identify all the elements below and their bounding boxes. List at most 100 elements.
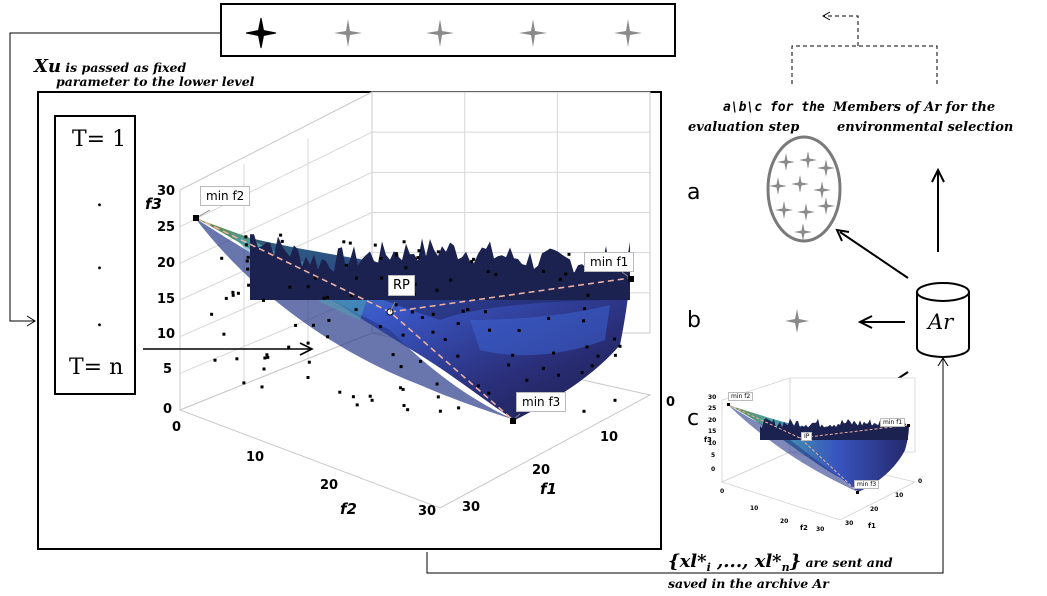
letter-b: b <box>687 308 701 333</box>
star-icon <box>794 223 812 241</box>
surface-point <box>461 309 465 313</box>
surface-point <box>456 322 460 326</box>
main-y-axis-label: f3 <box>145 195 162 213</box>
surface-point <box>322 296 326 300</box>
small-x-tick-label: 30 <box>816 526 825 533</box>
surface-point <box>307 360 311 364</box>
star-icon <box>769 177 787 195</box>
surface-point <box>449 278 453 282</box>
surface-point <box>488 328 491 332</box>
surface-point <box>590 364 594 368</box>
star-icon <box>519 19 547 47</box>
surface-point <box>235 357 239 361</box>
caption-line2: parameter to the lower level <box>56 74 255 89</box>
surface-point <box>476 384 480 388</box>
caption-sent: are sent and <box>801 555 893 570</box>
surface-point <box>395 253 399 257</box>
small-x-tick-label: 10 <box>750 505 759 512</box>
surface-point <box>613 353 617 357</box>
x-tick-label: 0 <box>172 420 182 435</box>
star-icon <box>817 197 835 215</box>
surface-point <box>436 250 440 254</box>
surface-point <box>210 312 214 316</box>
letter-a: a <box>687 180 701 205</box>
surface-point <box>435 382 439 386</box>
label-members: Members of Ar for the <box>833 100 996 115</box>
surface-point <box>306 376 310 379</box>
small-z-tick-label: 10 <box>895 492 904 499</box>
surface-point <box>220 256 224 260</box>
small-annotation-min-f1: min f1 <box>880 418 906 427</box>
letter-c: c <box>687 406 700 431</box>
surface-point <box>394 252 398 256</box>
y-tick-label: 25 <box>157 220 176 235</box>
surface-point <box>279 233 283 237</box>
label-abc: a\b\c for the <box>723 100 825 115</box>
set-sub-n: n <box>781 561 790 575</box>
surface-point <box>402 404 406 407</box>
small-z-tick-label: 30 <box>845 520 854 527</box>
y-tick-label: 0 <box>163 402 173 417</box>
main-z-axis-label: f1 <box>540 480 557 498</box>
surface-point <box>404 266 408 270</box>
surface-point <box>348 241 352 245</box>
surface-point <box>378 325 382 329</box>
surface-point <box>344 263 348 267</box>
small-z-tick-label: 20 <box>870 506 879 513</box>
small-y-tick-label: 30 <box>708 394 717 401</box>
surface-point <box>494 272 498 276</box>
iteration-last: T= n <box>69 355 124 380</box>
surface-point <box>314 276 318 280</box>
small-y-tick-label: 20 <box>708 417 717 424</box>
surface-point <box>618 344 622 348</box>
surface-point <box>354 308 358 312</box>
surface-point <box>420 316 424 319</box>
surface-point <box>507 363 510 367</box>
surface-point <box>558 277 562 281</box>
surface-point <box>470 259 474 263</box>
surface-point <box>368 394 372 398</box>
star-icon <box>813 181 831 199</box>
surface-point <box>401 333 405 337</box>
star-icon <box>426 19 454 47</box>
small-z-tick-label: 0 <box>918 478 923 485</box>
top-stars <box>245 17 642 49</box>
main-3d-plot <box>178 91 652 509</box>
surface-point <box>466 308 470 312</box>
set-close: } <box>789 551 802 572</box>
surface-point <box>262 298 265 302</box>
annotation-min-f3: min f3 <box>516 392 567 412</box>
archive-caption-line1: {xl*i ,..., xl*n} are sent and <box>668 551 893 574</box>
surface-point <box>399 365 403 369</box>
surface-point <box>580 371 584 375</box>
surface-point <box>306 285 310 289</box>
surface-point <box>541 366 545 370</box>
surface-point <box>326 335 330 339</box>
small-annotation-min-f2: min f2 <box>728 392 754 401</box>
surface-point <box>416 256 420 260</box>
small-annotation-min-f3: min f3 <box>854 480 880 489</box>
small-x-axis-label: f2 <box>800 524 808 532</box>
surface-point <box>338 390 342 394</box>
surface-point <box>213 358 217 362</box>
surface-point <box>443 338 447 342</box>
small-y-axis-label: f3 <box>704 436 712 444</box>
surface-point <box>342 240 346 244</box>
surface-point <box>231 290 235 294</box>
annotation-rp: RP <box>388 275 415 296</box>
surface-point <box>244 243 248 247</box>
surface-point <box>487 391 491 395</box>
star-icon <box>785 309 809 333</box>
surface-point <box>582 319 586 323</box>
star-icon <box>775 201 793 219</box>
surface-point <box>525 378 529 382</box>
small-z-axis-label: f1 <box>868 522 876 530</box>
z-tick-label: 30 <box>462 500 481 515</box>
star-icon-selected <box>245 17 277 49</box>
surface-point <box>311 323 315 327</box>
small-ridge-shape <box>760 418 908 440</box>
label-evaluation-step: evaluation step <box>688 120 800 135</box>
surface-point <box>265 353 269 357</box>
iteration-dot-3: . <box>96 307 103 332</box>
surface-point <box>370 398 374 402</box>
